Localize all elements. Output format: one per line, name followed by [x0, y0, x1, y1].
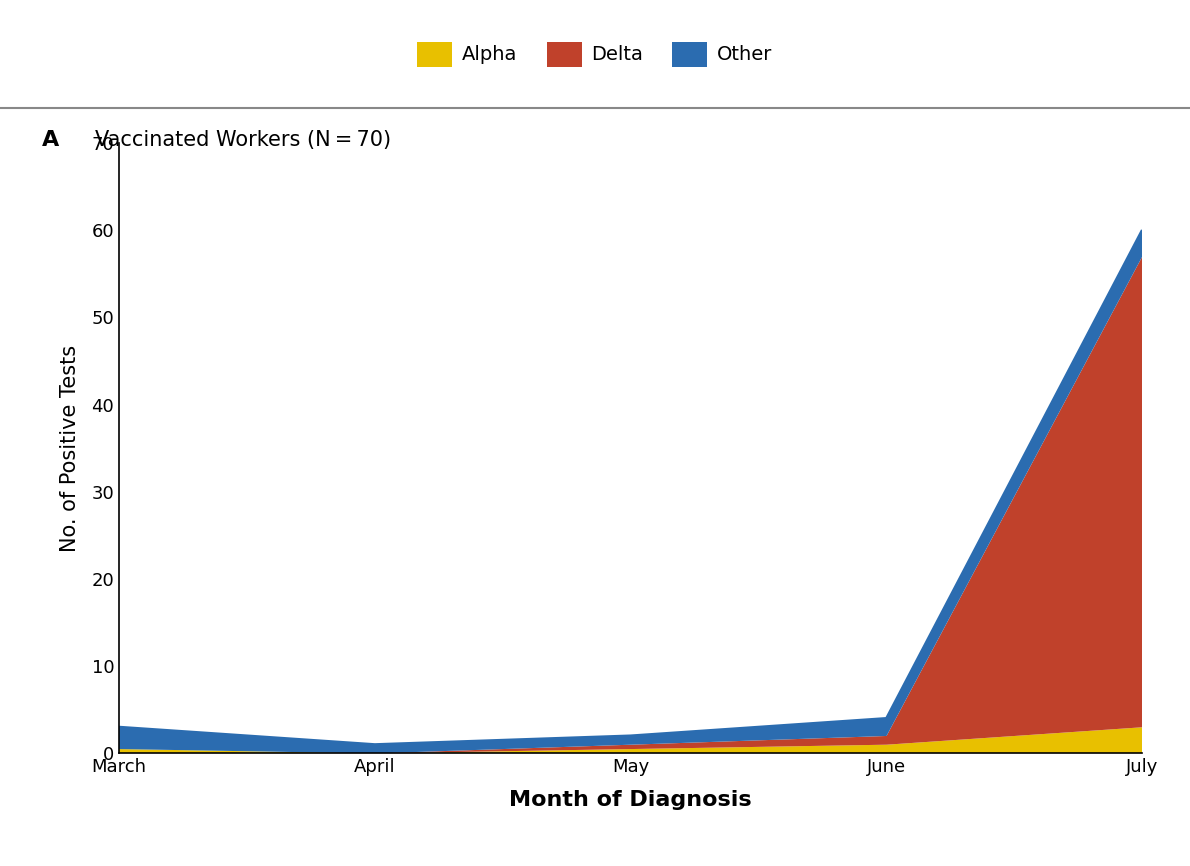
Text: Vaccinated Workers (N = 70): Vaccinated Workers (N = 70): [95, 130, 392, 150]
Legend: Alpha, Delta, Other: Alpha, Delta, Other: [418, 42, 772, 67]
X-axis label: Month of Diagnosis: Month of Diagnosis: [509, 790, 752, 811]
Y-axis label: No. of Positive Tests: No. of Positive Tests: [61, 345, 80, 552]
Text: A: A: [42, 130, 58, 150]
